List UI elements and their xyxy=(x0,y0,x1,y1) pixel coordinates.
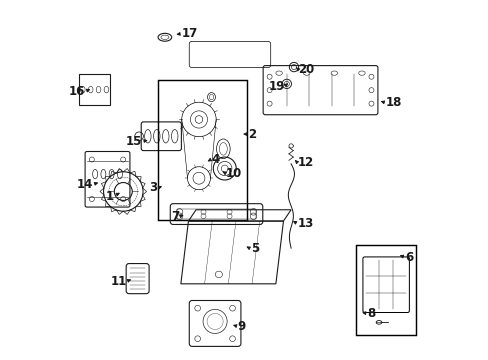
Text: 7: 7 xyxy=(171,210,179,223)
Text: 12: 12 xyxy=(297,156,313,169)
Bar xyxy=(176,210,256,219)
Text: 10: 10 xyxy=(225,167,242,180)
Text: 9: 9 xyxy=(237,320,245,333)
Text: 2: 2 xyxy=(247,127,256,141)
Text: 14: 14 xyxy=(77,178,93,191)
Bar xyxy=(158,80,247,220)
Text: 8: 8 xyxy=(366,307,375,320)
Text: 5: 5 xyxy=(250,242,259,255)
Text: 4: 4 xyxy=(211,153,219,166)
Text: 17: 17 xyxy=(182,27,198,40)
Bar xyxy=(79,75,110,105)
Text: 15: 15 xyxy=(126,135,142,148)
Text: 19: 19 xyxy=(268,80,284,93)
Text: 3: 3 xyxy=(149,181,158,194)
Text: 16: 16 xyxy=(68,85,85,98)
Text: 18: 18 xyxy=(386,96,402,109)
Text: 1: 1 xyxy=(105,190,113,203)
Text: 6: 6 xyxy=(405,251,412,264)
Bar xyxy=(356,245,415,335)
Text: 20: 20 xyxy=(298,63,314,76)
Text: 11: 11 xyxy=(110,275,126,288)
Text: 13: 13 xyxy=(297,217,313,230)
